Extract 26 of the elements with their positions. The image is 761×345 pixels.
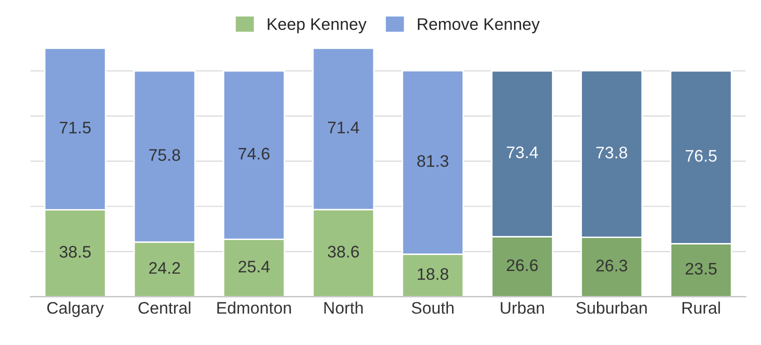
data-label: 26.3 [596,260,628,272]
data-label: 38.5 [60,246,91,258]
legend-label: Keep Kenney [268,18,367,34]
data-label: 24.2 [149,262,180,274]
x-tick-label: North [324,302,363,314]
data-label: 76.5 [686,150,717,162]
x-tick-label: Edmonton [217,302,291,314]
data-label: 18.8 [418,268,448,280]
x-tick-label: Calgary [47,302,104,318]
x-tick-label: Rural [682,302,720,314]
data-label: 73.8 [596,146,628,158]
data-label: 75.8 [149,149,180,161]
data-label: 71.5 [60,122,91,134]
legend-label: Remove Kenney [418,18,540,34]
data-label: 26.6 [506,259,538,272]
x-tick-label: Suburban [576,302,647,314]
data-label: 73.4 [506,146,538,158]
data-label: 81.3 [417,155,448,167]
data-label: 25.4 [238,260,270,272]
data-label: 71.4 [328,122,360,134]
x-tick-label: Central [138,302,190,314]
x-tick-label: Urban [500,302,544,314]
data-label: 23.5 [686,262,717,275]
x-tick-label: South [412,302,454,314]
data-label: 38.6 [328,246,359,258]
data-label: 74.6 [238,148,270,160]
